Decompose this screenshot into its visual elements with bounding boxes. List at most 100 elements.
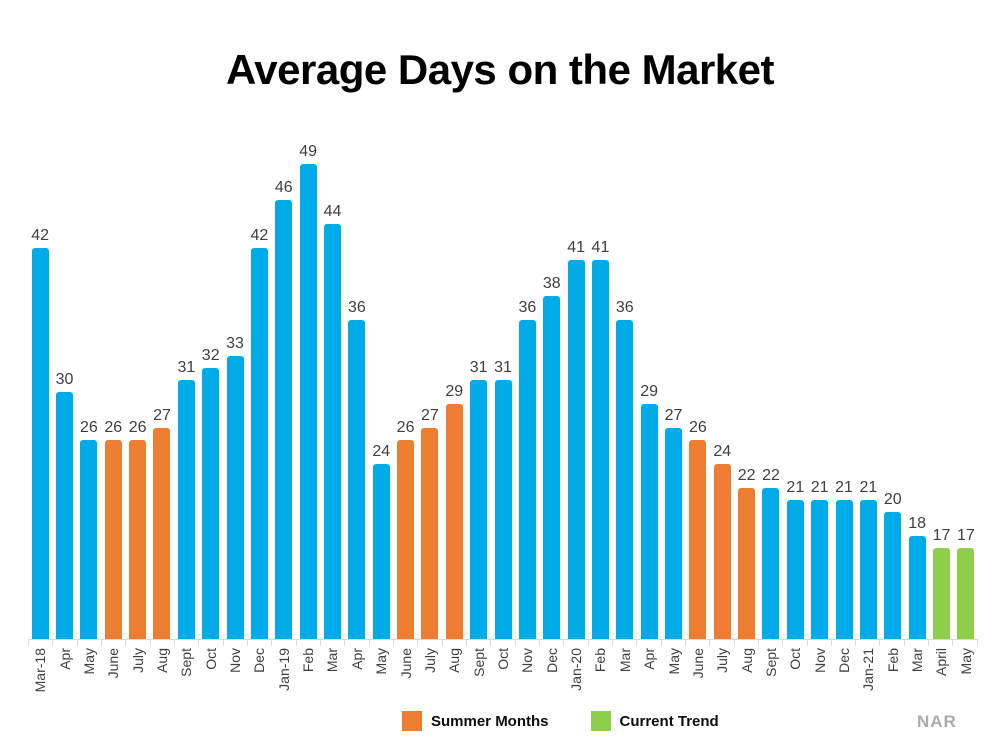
bar-value-label: 26 [396, 418, 415, 436]
axis-tick-cell [710, 640, 735, 646]
x-axis-label: Dec [836, 648, 853, 673]
bar-value-label: 36 [347, 298, 366, 316]
x-axis-label: Dec [251, 648, 268, 673]
bar [713, 463, 731, 639]
bar-value-label: 31 [494, 358, 512, 376]
x-axis-label: Sept [470, 648, 487, 677]
bar-column: 36 [515, 144, 539, 639]
bar [397, 439, 415, 639]
bar-value-label: 27 [664, 406, 683, 424]
x-axis-label: July [129, 648, 146, 673]
axis-tick-cell [905, 640, 930, 646]
bar-column: 29 [442, 144, 466, 639]
x-label-cell: Mar-18 [28, 648, 52, 692]
x-label-cell: Nov [808, 648, 832, 673]
x-label-cell: Aug [734, 648, 758, 673]
axis-tick-cell [224, 640, 248, 646]
bar-column: 27 [150, 144, 174, 639]
bar-column: 33 [223, 144, 247, 639]
axis-tick-cell [78, 640, 102, 646]
bar [445, 403, 463, 639]
x-axis-label: Nov [519, 648, 536, 673]
bar [738, 487, 756, 639]
x-axis-label: Sept [762, 648, 779, 677]
bar-value-label: 22 [762, 466, 780, 484]
axis-tick-cell [53, 640, 78, 646]
x-label-cell: May [661, 648, 685, 674]
bar-value-label: 41 [591, 238, 610, 256]
axis-tick-cell [880, 640, 905, 646]
x-label-cell: Jan-19 [272, 648, 296, 691]
axis-tick-cell [248, 640, 273, 646]
bar-column: 21 [808, 144, 832, 639]
bar-value-label: 29 [445, 382, 464, 400]
x-axis-label: Feb [884, 648, 901, 673]
bar [884, 511, 902, 639]
x-label-cell: Mar [905, 648, 929, 672]
x-label-cell: Jan-21 [856, 648, 880, 691]
bar-column: 18 [905, 144, 929, 639]
bar-value-label: 21 [786, 478, 805, 496]
legend-item-current-trend: Current Trend [590, 711, 719, 731]
x-axis-label: Oct [495, 648, 511, 670]
x-axis-label: Nov [227, 648, 244, 673]
bar-value-label: 30 [55, 370, 74, 388]
bar-value-label: 27 [153, 406, 171, 424]
bar-column: 20 [881, 144, 905, 639]
x-axis-label: Nov [811, 648, 828, 673]
bar-column: 31 [491, 144, 515, 639]
x-label-cell: July [418, 648, 442, 673]
bar [56, 391, 74, 639]
x-label-cell: June [686, 648, 710, 678]
x-axis-label: Aug [153, 648, 170, 673]
x-axis-label: Jan-19 [275, 648, 292, 691]
bar [786, 499, 804, 639]
x-axis-label: May [373, 648, 390, 675]
bar [177, 379, 195, 639]
x-label-cell: July [710, 648, 734, 673]
bar [567, 259, 585, 639]
x-label-cell: Aug [150, 648, 174, 673]
axis-tick-cell [808, 640, 832, 646]
axis-tick-cell [662, 640, 686, 646]
axis-tick-cell [126, 640, 151, 646]
x-axis-label: Mar [324, 648, 341, 673]
bar-value-label: 31 [177, 358, 196, 376]
x-axis-label: Oct [202, 648, 219, 670]
axis-tick-cell [418, 640, 443, 646]
legend: Summer Months Current Trend [402, 711, 719, 731]
axis-tick-cell [735, 640, 759, 646]
bar-value-label: 17 [956, 526, 975, 544]
bar-value-label: 46 [274, 178, 293, 196]
bar-column: 17 [954, 144, 978, 639]
bar-column: 44 [320, 144, 344, 639]
bar-column: 46 [272, 144, 296, 639]
bar-column: 24 [369, 144, 393, 639]
chart-title: Average Days on the Market [226, 46, 775, 93]
bar-column: 31 [174, 144, 198, 639]
bar [665, 427, 683, 639]
bar-value-label: 17 [932, 526, 951, 544]
bar [348, 319, 366, 639]
bar-value-label: 21 [835, 478, 853, 496]
legend-label-current-trend: Current Trend [619, 712, 719, 730]
bar-column: 27 [418, 144, 442, 639]
axis-tick-cell [516, 640, 540, 646]
x-label-cell: Apr [345, 648, 369, 670]
axis-tick-cell [929, 640, 954, 646]
x-label-cell: May [369, 648, 393, 674]
axis-tick-cell [370, 640, 394, 646]
bar [421, 427, 439, 639]
bar-column: 42 [28, 144, 52, 639]
bar [859, 499, 877, 639]
bar-column: 27 [661, 144, 685, 639]
bar [129, 439, 147, 639]
axis-tick-cell [345, 640, 370, 646]
bar-column: 21 [856, 144, 880, 639]
axis-tick-cell [856, 640, 881, 646]
axis-tick-cell [321, 640, 346, 646]
bar [932, 547, 950, 639]
x-axis-label: Dec [543, 648, 560, 673]
x-label-cell: Feb [881, 648, 905, 672]
